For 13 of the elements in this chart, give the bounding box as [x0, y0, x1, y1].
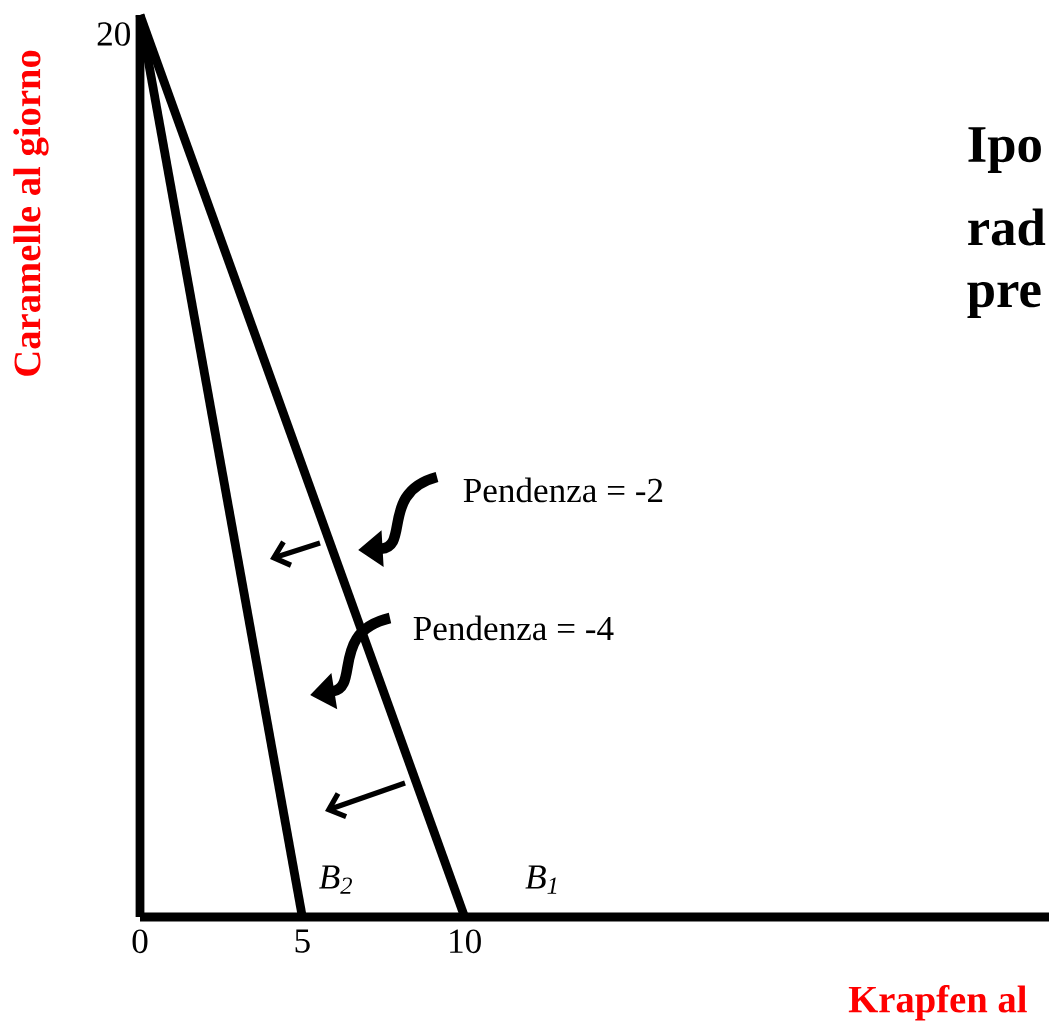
series-label: B$_{1}$	[525, 865, 557, 894]
annotation: Pendenza = -2	[463, 477, 663, 503]
annotation: Pendenza = -4	[413, 615, 614, 641]
series-label: B$_{2}$	[319, 865, 352, 894]
annotation: Ipo	[968, 127, 1041, 173]
text: 20	[97, 22, 130, 46]
x-axis-title: Krapfen al	[848, 984, 1027, 1021]
x-tick-label: 5	[295, 929, 310, 953]
annotation: pre	[967, 281, 1041, 319]
annotation: rad	[968, 208, 1046, 246]
x-tick-label: 0	[132, 929, 148, 954]
y-axis-title: Caramelle al giorno	[13, 50, 49, 376]
x-tick-label: 10	[450, 929, 481, 954]
